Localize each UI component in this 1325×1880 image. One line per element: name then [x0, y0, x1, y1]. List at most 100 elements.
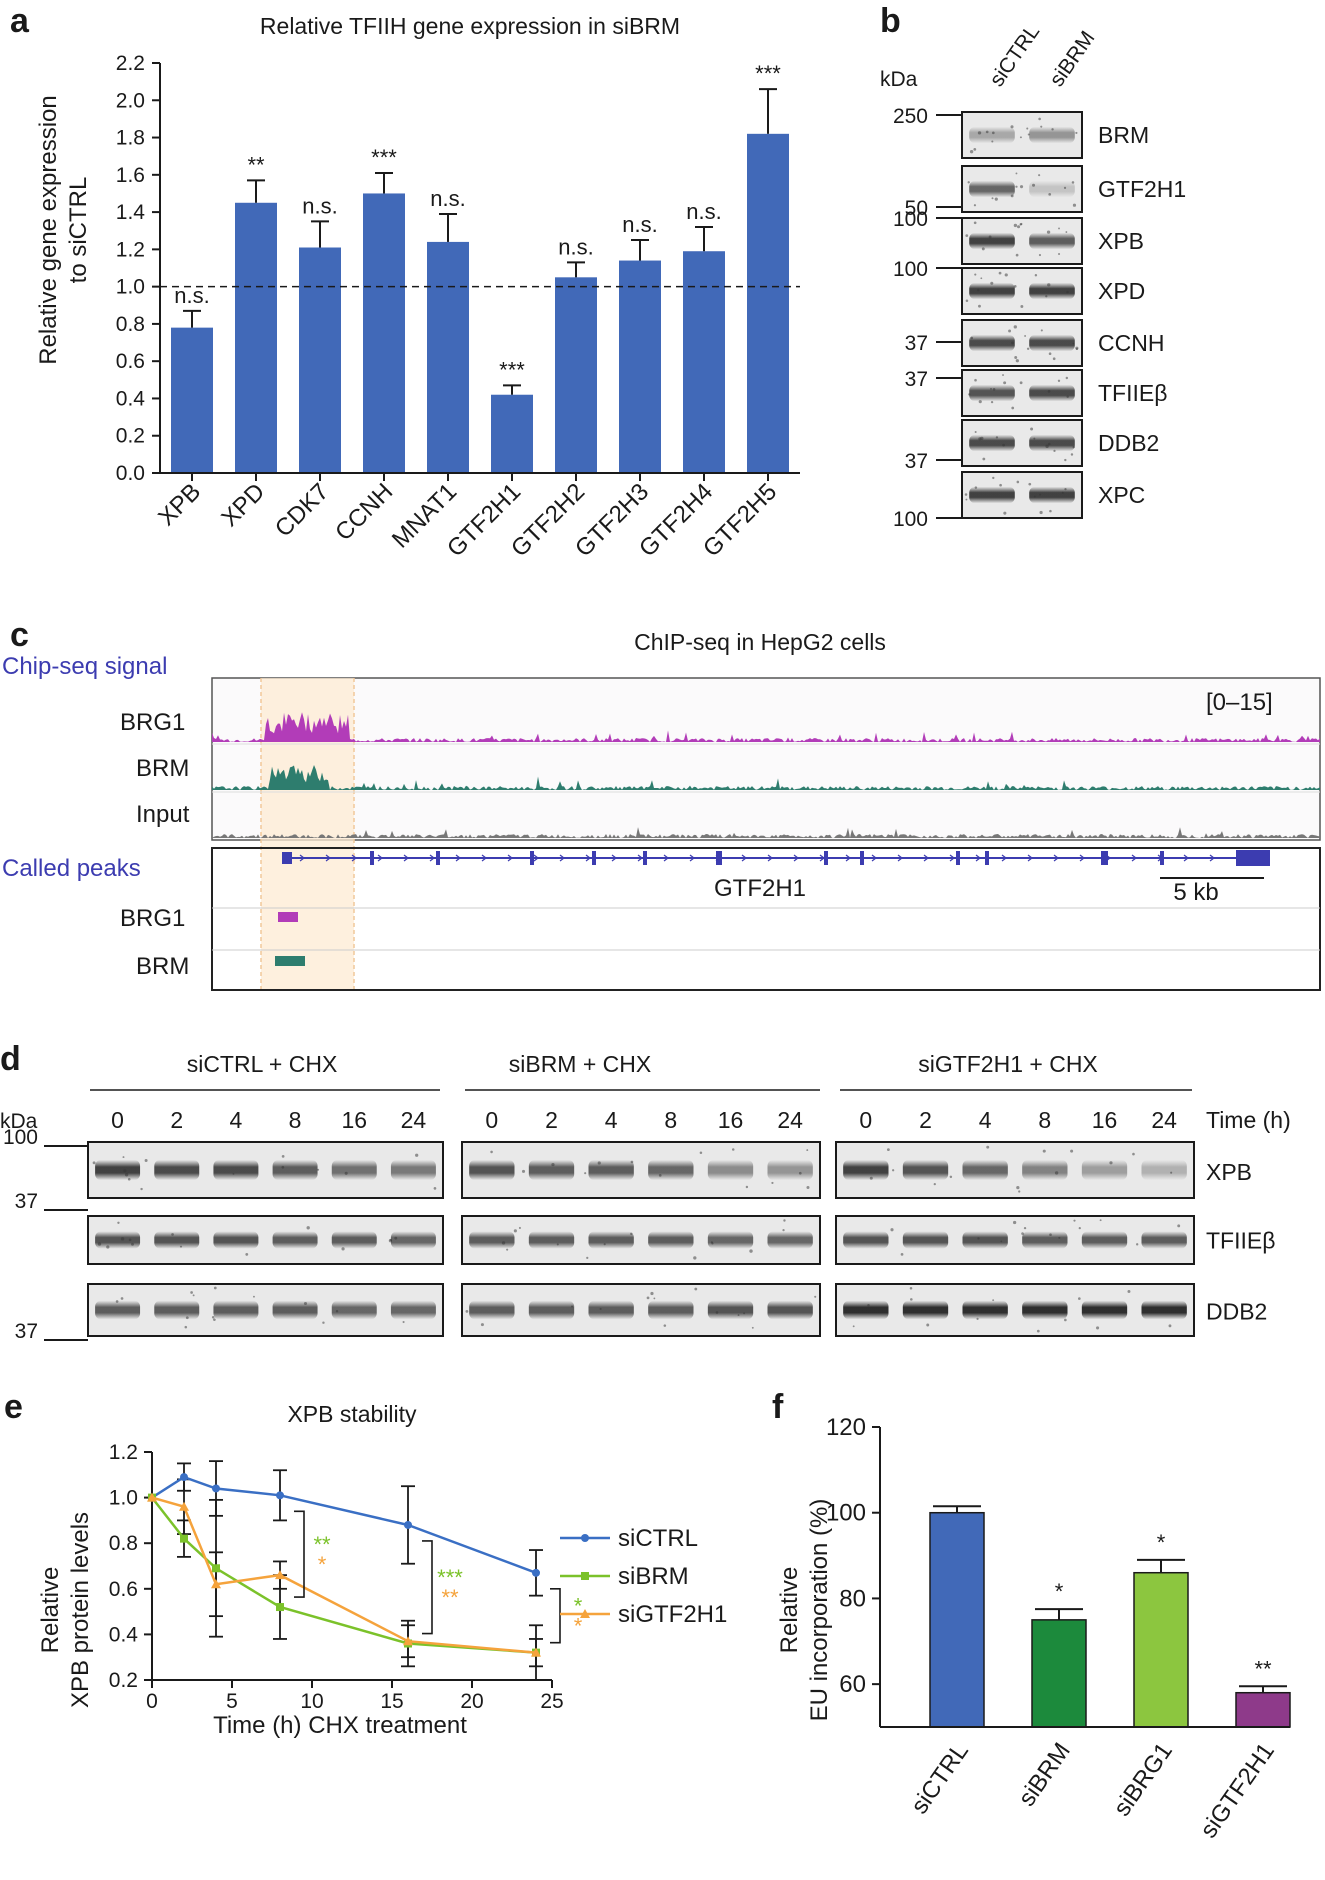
panel-b-blot-speck — [1008, 329, 1011, 333]
panel-d-blot-speck — [1109, 1161, 1113, 1165]
panel-d-blot-speck — [996, 1306, 1000, 1310]
panel-b-kda-marker: 100 — [893, 508, 928, 531]
panel-d-blot-band — [272, 1159, 318, 1181]
panel-e-annot-green: * — [574, 1594, 583, 1619]
gene-strand-arrow — [507, 854, 513, 862]
panel-a-significance: n.s. — [686, 199, 721, 224]
panel-d-blot-frame — [87, 1141, 444, 1199]
panel-e-legend-marker — [581, 1572, 589, 1580]
panel-c-track-brm: BRM — [136, 755, 189, 782]
panel-d-blot-speck — [1177, 1224, 1181, 1228]
panel-a-significance: *** — [755, 61, 781, 86]
panel-d-blot-frame — [835, 1283, 1195, 1337]
panel-b-blot-speck — [1065, 231, 1068, 233]
panel-b-blot-speck — [1027, 133, 1030, 136]
panel-b-blot-speck — [992, 131, 995, 135]
panel-e-point — [403, 1636, 413, 1646]
panel-label-c: c — [10, 616, 29, 654]
gene-strand-arrow — [403, 854, 409, 862]
panel-d-blot-speck — [699, 1151, 703, 1155]
panel-d-blot-speck — [926, 1323, 930, 1327]
panel-b-blot-speck — [1063, 186, 1067, 189]
panel-b-blot-label: GTF2H1 — [1098, 176, 1186, 202]
panel-e-legend-label: siGTF2H1 — [618, 1601, 727, 1628]
panel-b-kda-marker: 100 — [893, 258, 928, 281]
panel-d-blot-speck — [184, 1325, 188, 1329]
panel-d-blot-speck — [1127, 1289, 1131, 1293]
panel-b-blot-speck — [977, 131, 982, 135]
panel-a-bar — [555, 277, 597, 473]
panel-label-e: e — [4, 1388, 23, 1426]
panel-e-point — [180, 1473, 188, 1482]
panel-b-blot-speck — [1002, 374, 1004, 376]
panel-b-blot-speck — [981, 247, 985, 251]
panel-d-blot-speck — [771, 1181, 774, 1185]
panel-d-kda-marker: 100 — [3, 1126, 38, 1149]
panel-b-blot-speck — [1026, 127, 1029, 130]
panel-b-blot-speck — [965, 498, 968, 501]
gene-strand-arrow — [481, 854, 487, 862]
panel-e-series-line — [151, 1475, 537, 1574]
panel-d-blot-speck — [783, 1219, 786, 1222]
panel-d-blot-band — [390, 1300, 436, 1320]
panel-e-ytick-label: 0.2 — [109, 1669, 138, 1692]
gene-strand-arrow — [923, 854, 929, 862]
panel-b-blot-speck — [968, 393, 971, 396]
panel-d-blot-speck — [127, 1177, 131, 1181]
panel-b-blot-speck — [978, 400, 982, 404]
gene-strand-arrow — [663, 854, 669, 862]
panel-c-scale-label: 5 kb — [1173, 879, 1218, 906]
gene-strand-arrow — [1209, 854, 1215, 862]
panel-e-line-chart: XPB stability Relative XPB protein level… — [37, 1401, 727, 1739]
panel-d-blot-band — [528, 1231, 575, 1249]
panel-d-blot-band — [902, 1231, 949, 1249]
panel-d-blot-speck — [650, 1291, 654, 1296]
gene-strand-arrow — [1105, 854, 1111, 862]
gene-strand-arrow — [715, 854, 721, 862]
panel-a-significance: n.s. — [174, 283, 209, 308]
panel-d-blot-speck — [501, 1241, 506, 1245]
panel-d-blot-speck — [144, 1159, 148, 1163]
panel-b-blot-speck — [1011, 341, 1015, 345]
panel-f-ytick-label: 100 — [826, 1500, 866, 1527]
gene-strand-arrow — [897, 854, 903, 862]
panel-b-blot-speck — [1033, 437, 1036, 440]
panel-d-blot-speck — [106, 1245, 110, 1249]
panel-d-blot-speck — [630, 1160, 634, 1164]
panel-d-blot-speck — [213, 1286, 217, 1290]
panel-d-blot-band — [1081, 1159, 1128, 1181]
panel-d-blot-speck — [630, 1232, 633, 1236]
gene-exon-last — [1236, 850, 1270, 866]
gene-exon — [824, 851, 828, 865]
panel-d-time-label: 2 — [170, 1107, 183, 1133]
gene-exon — [370, 851, 374, 865]
panel-a-significance: ** — [247, 152, 265, 177]
panel-e-ytick-label: 0.6 — [109, 1578, 138, 1601]
panel-e-annot-orange: * — [318, 1552, 327, 1577]
panel-d-time-label: 24 — [401, 1107, 427, 1133]
gene-strand-arrow — [741, 854, 747, 862]
gene-exon — [592, 851, 596, 865]
panel-d-blot-speck — [1136, 1243, 1139, 1246]
panel-d-blot-band — [213, 1231, 259, 1249]
panel-e-point — [276, 1603, 284, 1612]
panel-d-blot-band — [331, 1300, 377, 1320]
panel-b-western-blot: kDa siCTRL siBRM BRM GTF2H1 XPB XPD CCNH TFII… — [880, 20, 1186, 531]
panel-b-kda-marker: 50 — [905, 197, 928, 220]
panel-b-blot-speck — [994, 197, 998, 201]
panel-a-ytick-label: 0.2 — [116, 425, 145, 448]
panel-b-blot-speck — [1048, 192, 1052, 196]
panel-e-ylabel-1: Relative — [37, 1567, 64, 1654]
panel-b-blot-speck — [980, 277, 983, 280]
panel-b-blot-band — [1029, 486, 1075, 504]
panel-f-bar — [1031, 1619, 1087, 1728]
panel-b-kda-marker: 250 — [893, 105, 928, 128]
panel-a-bar — [363, 193, 405, 474]
panel-b-blot-speck — [1028, 482, 1032, 486]
panel-b-blot-speck — [1014, 356, 1018, 360]
panel-b-blot-speck — [1013, 325, 1017, 329]
panel-d-blot-band — [588, 1159, 634, 1181]
panel-d-blot-speck — [322, 1321, 325, 1324]
panel-d-blot-band — [962, 1159, 1008, 1181]
gene-exon — [860, 851, 864, 865]
